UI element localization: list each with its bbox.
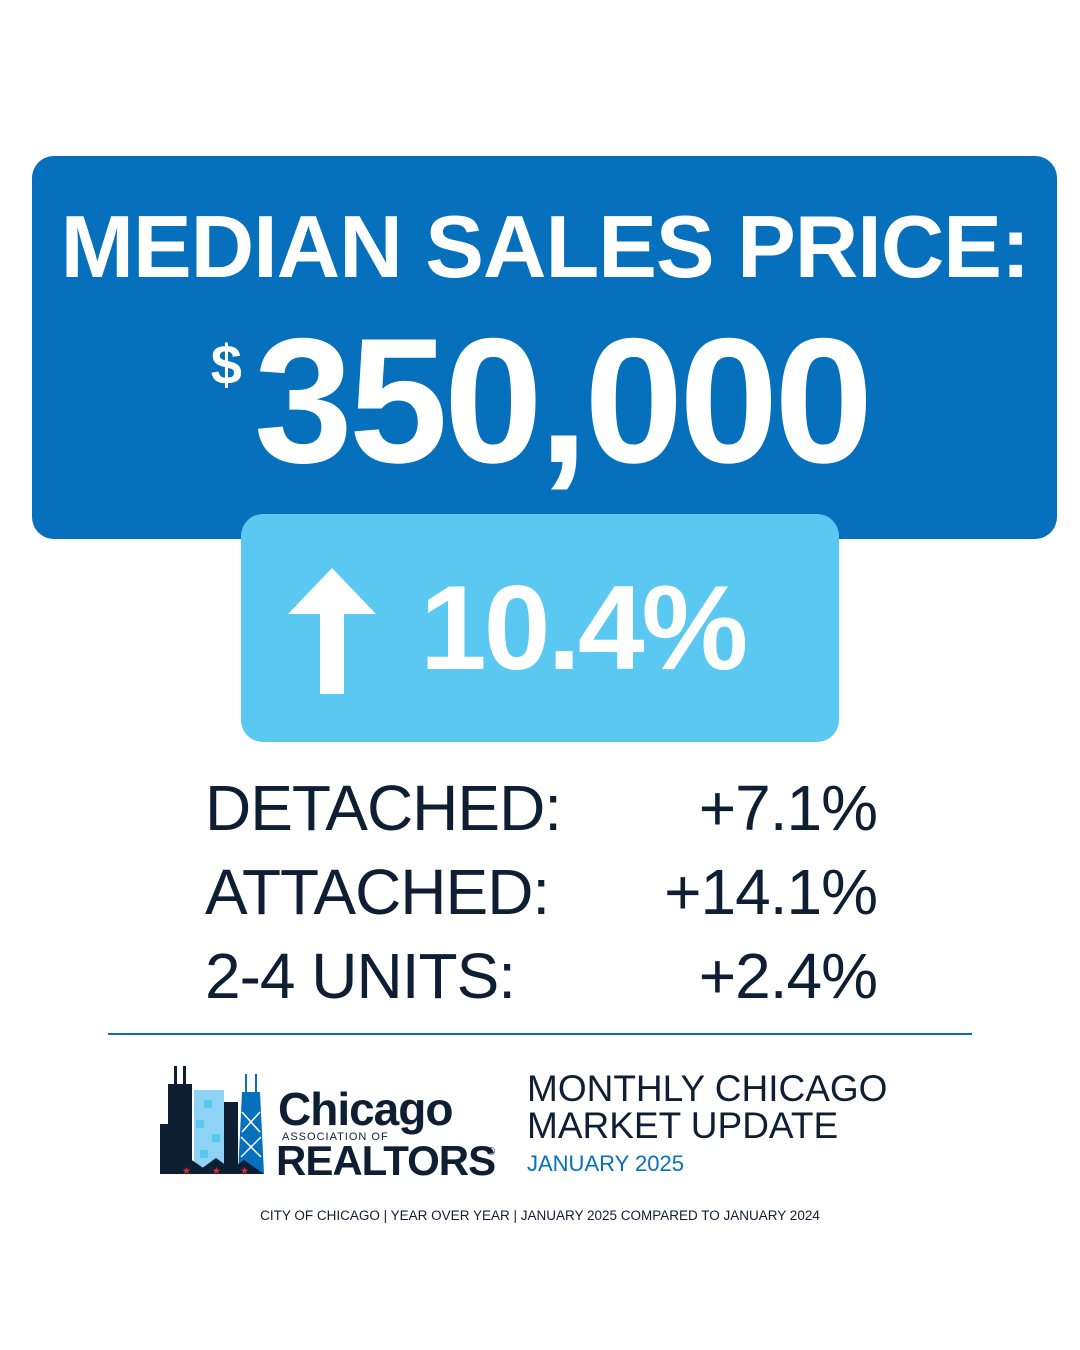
breakdown-row-2-4-units: 2-4 UNITS: +2.4% (205, 936, 878, 1020)
currency-symbol: $ (210, 333, 242, 396)
update-title-line-1: MONTHLY CHICAGO (527, 1068, 888, 1109)
divider (108, 1033, 972, 1035)
svg-text:★: ★ (240, 1166, 249, 1177)
price-display: $350,000 (0, 312, 1080, 490)
logo-association-text: ASSOCIATION OF (282, 1131, 389, 1143)
change-value: 10.4% (420, 561, 748, 695)
breakdown-label: DETACHED: (205, 772, 562, 844)
median-price: 350,000 (253, 301, 873, 500)
svg-text:★: ★ (182, 1166, 191, 1177)
breakdown-row-attached: ATTACHED: +14.1% (205, 852, 878, 936)
breakdown-list: DETACHED: +7.1% ATTACHED: +14.1% 2-4 UNI… (205, 768, 878, 1020)
breakdown-value: +7.1% (698, 772, 878, 844)
arrow-up-icon (288, 568, 376, 694)
breakdown-label: 2-4 UNITS: (205, 940, 516, 1012)
footer-note: CITY OF CHICAGO | YEAR OVER YEAR | JANUA… (260, 1208, 820, 1223)
chicago-realtors-logo-icon: ★ ★ ★ (160, 1066, 264, 1177)
update-title-line-2: MARKET UPDATE (527, 1105, 839, 1146)
update-date: JANUARY 2025 (527, 1151, 684, 1176)
update-title: MONTHLY CHICAGO MARKET UPDATE (527, 1070, 887, 1144)
breakdown-value: +2.4% (698, 940, 878, 1012)
breakdown-value: +14.1% (664, 856, 878, 928)
headline-panel (32, 156, 1057, 539)
breakdown-row-detached: DETACHED: +7.1% (205, 768, 878, 852)
logo-registered-mark: ® (487, 1146, 496, 1158)
headline-title: MEDIAN SALES PRICE: (60, 197, 1031, 296)
breakdown-label: ATTACHED: (205, 856, 550, 928)
logo-chicago-text: Chicago (278, 1083, 453, 1135)
logo-realtors-text: REALTORS (276, 1137, 496, 1184)
svg-text:★: ★ (212, 1166, 221, 1177)
